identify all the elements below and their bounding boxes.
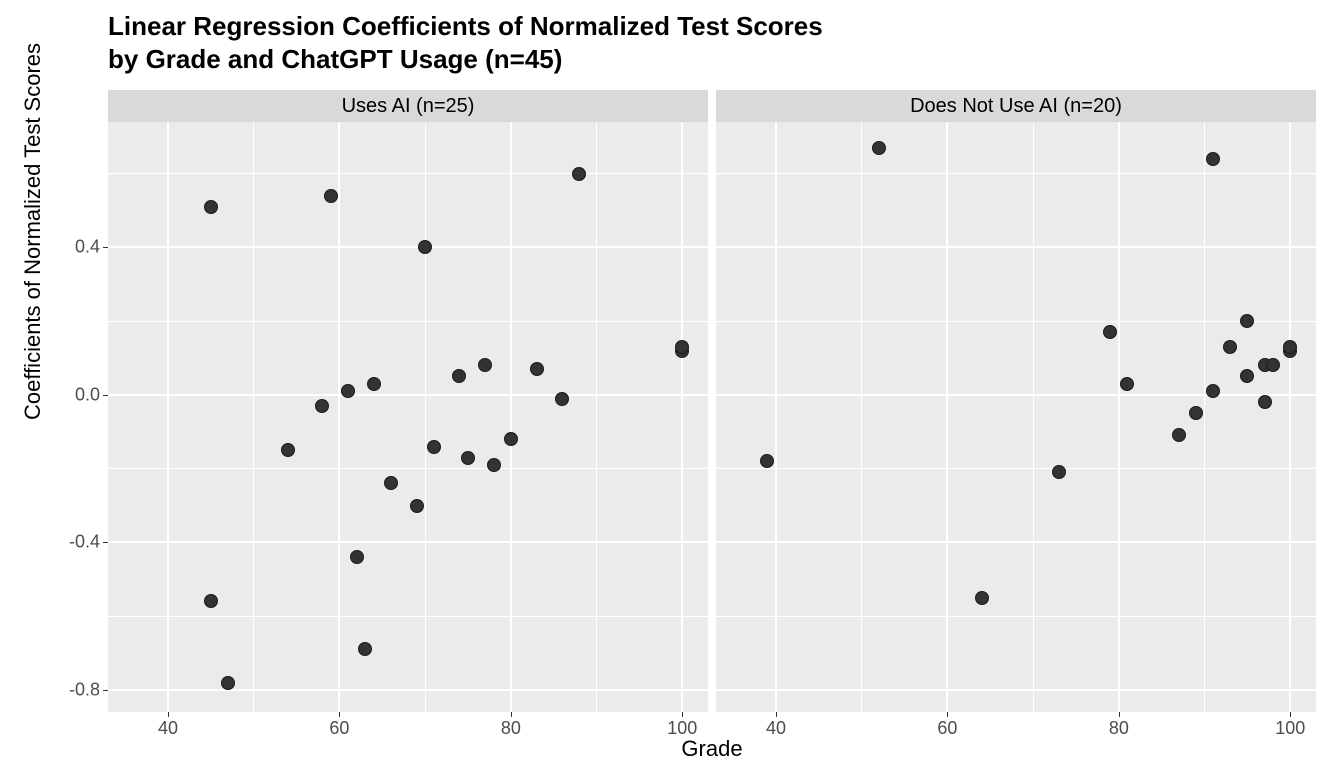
data-point (1189, 406, 1203, 420)
gridline-v (338, 122, 340, 712)
ytick-label: -0.4 (69, 532, 108, 553)
facet-strip: Uses AI (n=25) (108, 90, 708, 122)
gridline-v-minor (596, 122, 597, 712)
gridline-h (108, 394, 708, 396)
data-point (358, 642, 372, 656)
gridline-h-minor (716, 321, 1316, 322)
gridline-h-minor (716, 173, 1316, 174)
xtick-label: 60 (329, 712, 349, 739)
xtick-label: 100 (667, 712, 697, 739)
data-point (555, 392, 569, 406)
gridline-h-minor (716, 468, 1316, 469)
ytick-label: -0.8 (69, 679, 108, 700)
data-point (1206, 384, 1220, 398)
data-point (1283, 340, 1297, 354)
data-point (1120, 377, 1134, 391)
gridline-h-minor (108, 173, 708, 174)
gridline-v (1289, 122, 1291, 712)
gridline-h-minor (108, 321, 708, 322)
data-point (341, 384, 355, 398)
gridline-v-minor (861, 122, 862, 712)
data-point (1103, 325, 1117, 339)
xtick-label: 40 (158, 712, 178, 739)
chart-container: Linear Regression Coefficients of Normal… (0, 0, 1344, 768)
plot-panel: -0.8-0.40.00.4406080100 (108, 122, 708, 712)
facet-0: Uses AI (n=25)-0.8-0.40.00.4406080100 (108, 90, 708, 712)
data-point (452, 369, 466, 383)
gridline-v-minor (425, 122, 426, 712)
data-point (530, 362, 544, 376)
data-point (221, 676, 235, 690)
data-point (487, 458, 501, 472)
gridline-h (108, 689, 708, 691)
data-point (975, 591, 989, 605)
data-point (760, 454, 774, 468)
data-point (427, 440, 441, 454)
data-point (461, 451, 475, 465)
data-point (410, 499, 424, 513)
data-point (1052, 465, 1066, 479)
plot-panel: 406080100 (716, 122, 1316, 712)
gridline-v (681, 122, 683, 712)
gridline-v-minor (1033, 122, 1034, 712)
ytick-label: 0.4 (75, 237, 108, 258)
ytick-label: 0.0 (75, 384, 108, 405)
data-point (1258, 395, 1272, 409)
chart-title: Linear Regression Coefficients of Normal… (108, 10, 823, 75)
data-point (1206, 152, 1220, 166)
title-line2: by Grade and ChatGPT Usage (n=45) (108, 43, 823, 76)
gridline-h (716, 541, 1316, 543)
gridline-v (167, 122, 169, 712)
data-point (675, 340, 689, 354)
gridline-h (716, 394, 1316, 396)
y-axis-label: Coefficients of Normalized Test Scores (20, 43, 46, 420)
gridline-v (510, 122, 512, 712)
gridline-v (1118, 122, 1120, 712)
data-point (504, 432, 518, 446)
data-point (1223, 340, 1237, 354)
data-point (384, 476, 398, 490)
title-line1: Linear Regression Coefficients of Normal… (108, 10, 823, 43)
data-point (1240, 314, 1254, 328)
data-point (367, 377, 381, 391)
gridline-h-minor (108, 616, 708, 617)
gridline-h (108, 541, 708, 543)
gridline-v (775, 122, 777, 712)
gridline-v-minor (1204, 122, 1205, 712)
gridline-h (108, 246, 708, 248)
facets-row: Uses AI (n=25)-0.8-0.40.00.4406080100Doe… (108, 90, 1316, 712)
data-point (281, 443, 295, 457)
gridline-v-minor (253, 122, 254, 712)
data-point (315, 399, 329, 413)
facet-1: Does Not Use AI (n=20)406080100 (716, 90, 1316, 712)
data-point (204, 594, 218, 608)
xtick-label: 60 (937, 712, 957, 739)
data-point (572, 167, 586, 181)
xtick-label: 40 (766, 712, 786, 739)
gridline-h-minor (716, 616, 1316, 617)
data-point (1266, 358, 1280, 372)
gridline-h (716, 246, 1316, 248)
data-point (350, 550, 364, 564)
xtick-label: 80 (1109, 712, 1129, 739)
x-axis-label: Grade (108, 736, 1316, 762)
data-point (324, 189, 338, 203)
xtick-label: 100 (1275, 712, 1305, 739)
data-point (204, 200, 218, 214)
gridline-h (716, 689, 1316, 691)
data-point (418, 240, 432, 254)
xtick-label: 80 (501, 712, 521, 739)
gridline-v (946, 122, 948, 712)
facet-strip: Does Not Use AI (n=20) (716, 90, 1316, 122)
data-point (478, 358, 492, 372)
data-point (872, 141, 886, 155)
data-point (1172, 428, 1186, 442)
gridline-h-minor (108, 468, 708, 469)
data-point (1240, 369, 1254, 383)
